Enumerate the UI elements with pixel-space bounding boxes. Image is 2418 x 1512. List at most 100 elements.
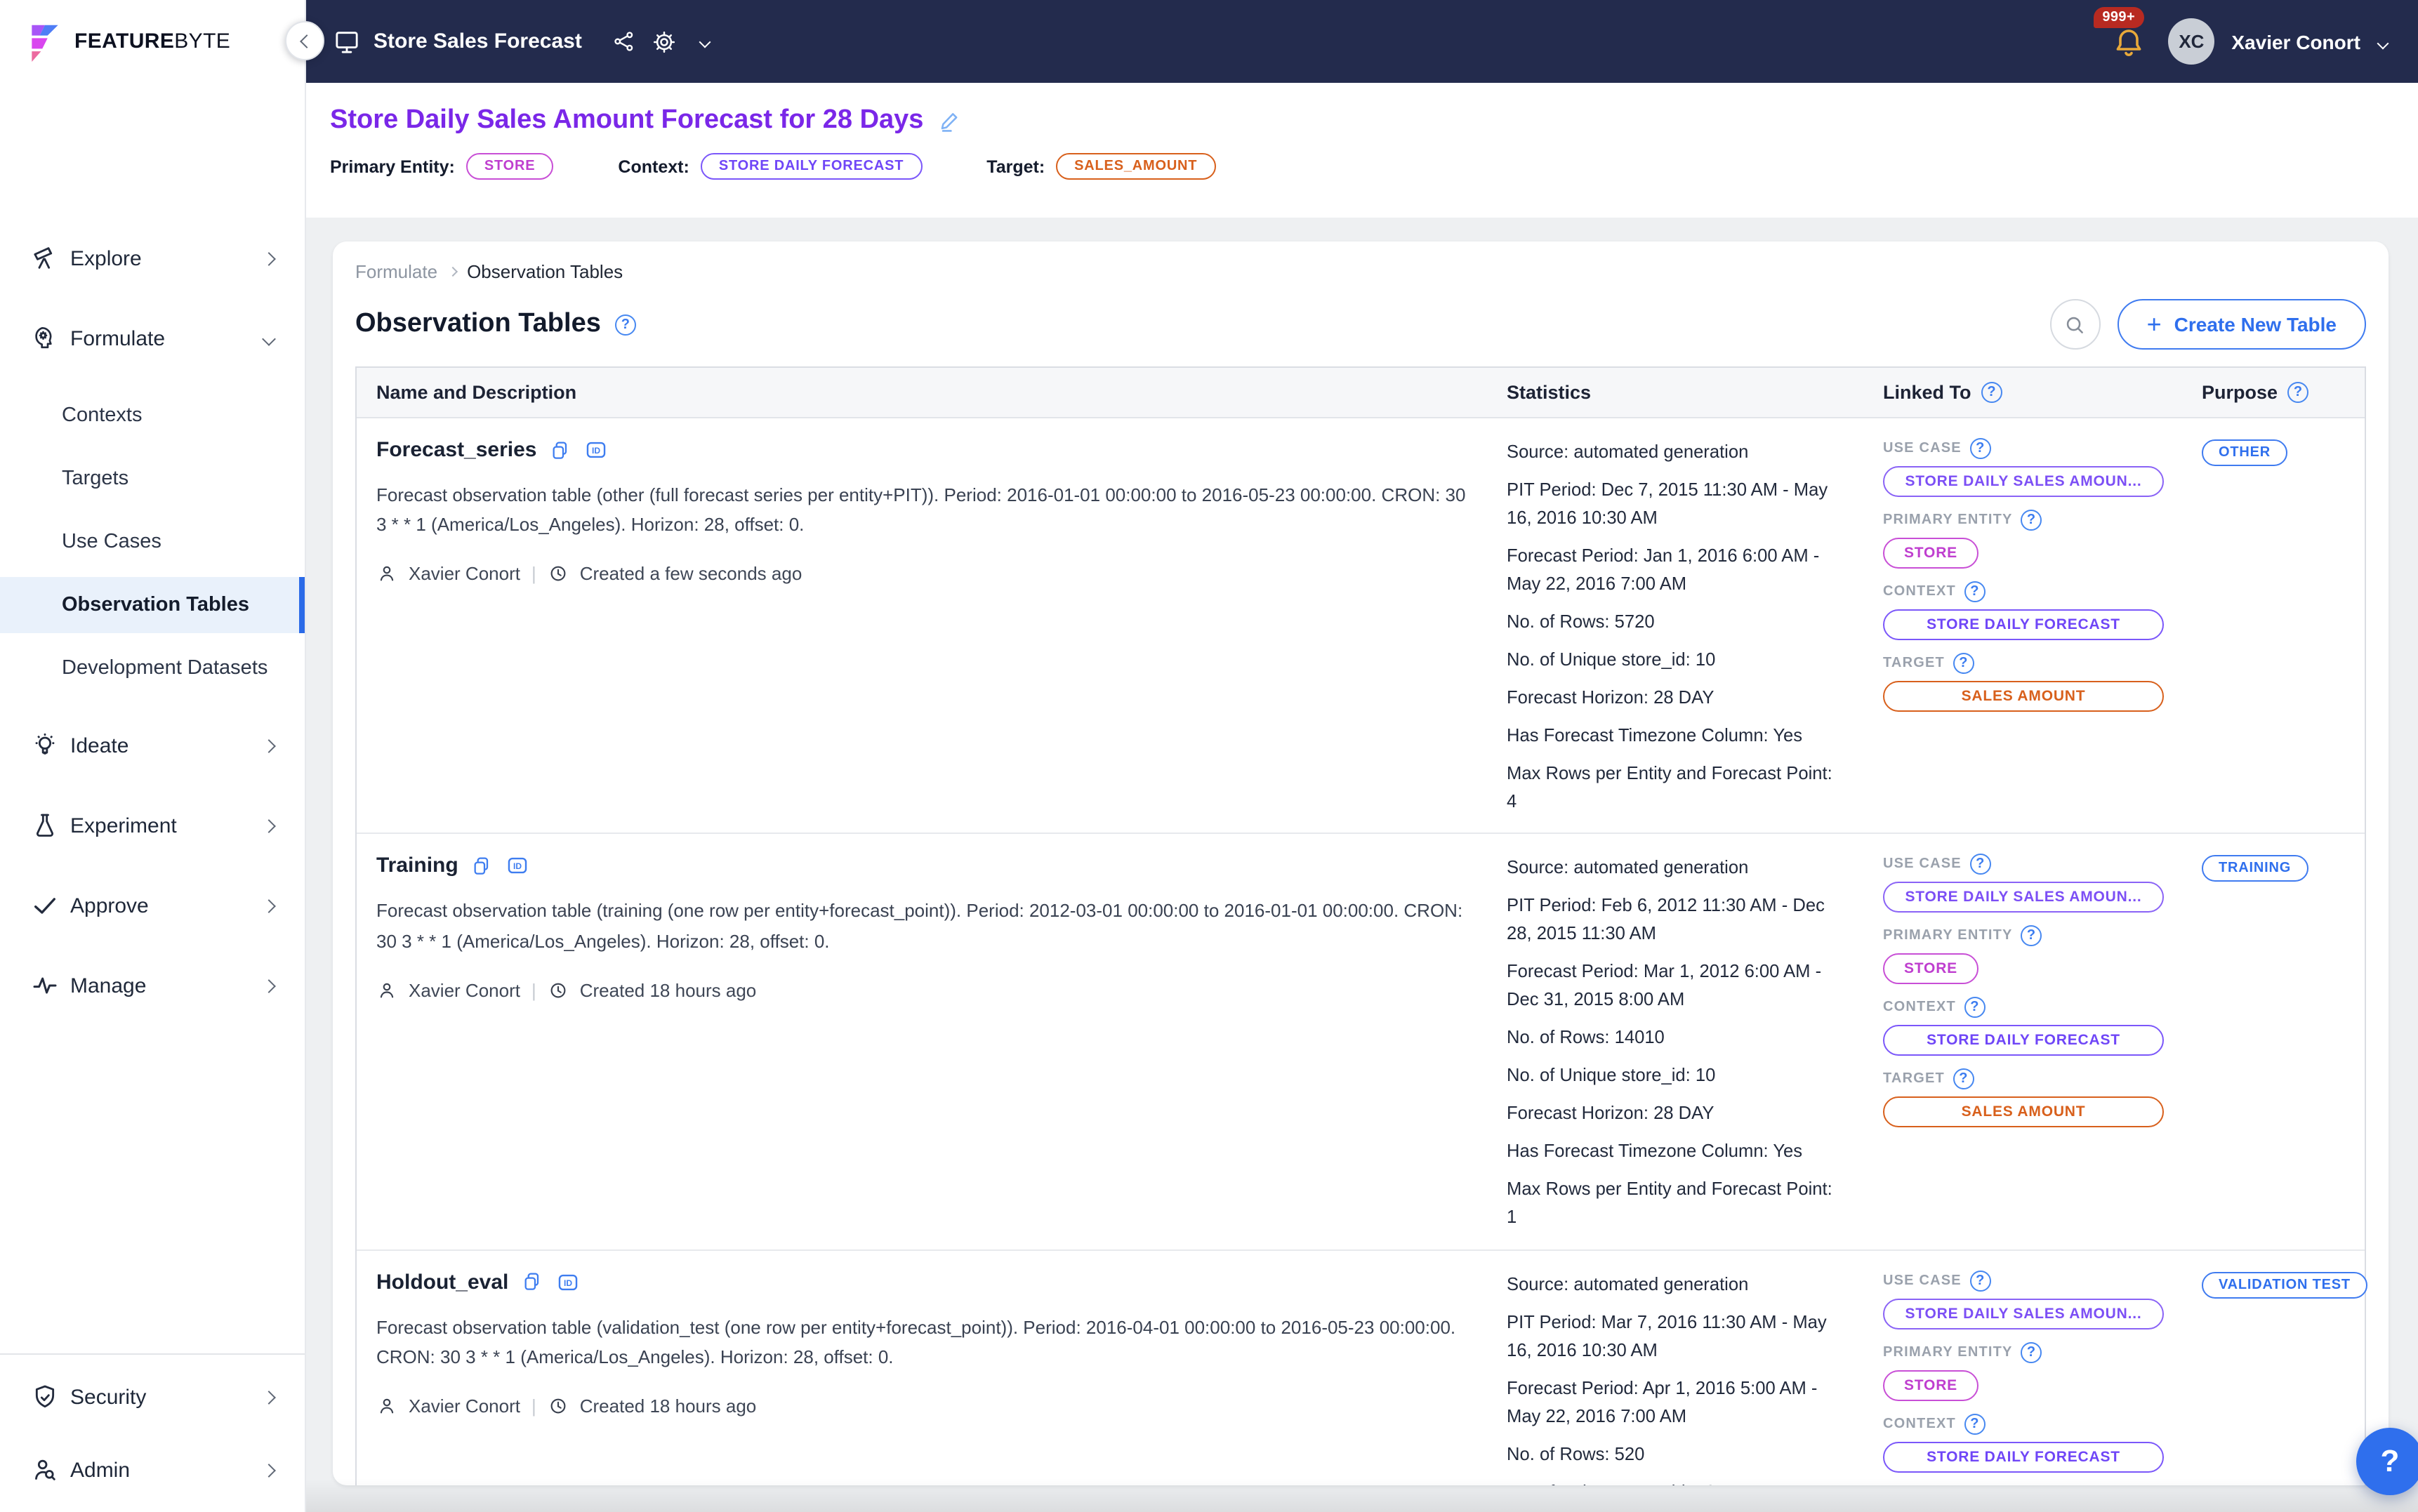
purpose-cell: TRAINING — [2186, 854, 2365, 1241]
sidebar-item-security[interactable]: Security — [0, 1366, 305, 1428]
search-button[interactable] — [2049, 299, 2101, 350]
target-badge[interactable]: SALES AMOUNT — [1883, 681, 2164, 712]
primary-entity-label: Primary Entity: — [330, 157, 455, 176]
linked-label: CONTEXT — [1883, 1416, 1956, 1432]
entity-meta-row: Primary Entity: STORE Context: STORE DAI… — [330, 153, 2418, 180]
target-badge[interactable]: SALES AMOUNT — [1883, 1096, 2164, 1128]
create-new-table-button[interactable]: Create New Table — [2117, 299, 2366, 350]
context-badge[interactable]: STORE DAILY FORECAST — [1883, 609, 2164, 640]
sidebar-item-formulate[interactable]: Formulate — [0, 307, 305, 369]
sidebar-item-label: Contexts — [62, 404, 143, 427]
linked-context-group: CONTEXT STORE DAILY FORECAST — [1883, 581, 2167, 640]
page-header-section: Store Daily Sales Amount Forecast for 28… — [306, 83, 2418, 218]
primary-entity-badge[interactable]: STORE — [1883, 953, 1978, 985]
breadcrumb-parent[interactable]: Formulate — [355, 261, 438, 282]
row-owner: Xavier Conort — [409, 979, 520, 1001]
context-label: Context: — [618, 157, 689, 176]
share-icon[interactable] — [612, 29, 637, 54]
help-icon[interactable] — [1981, 382, 2002, 403]
linked-use-case-group: USE CASE STORE DAILY SALES AMOUN... — [1883, 438, 2167, 497]
primary-entity-badge[interactable]: STORE — [1883, 1370, 1978, 1401]
edit-title-icon[interactable] — [937, 109, 961, 133]
user-menu-chevron[interactable] — [2377, 29, 2389, 54]
sidebar-item-admin[interactable]: Admin — [0, 1439, 305, 1501]
project-name[interactable]: Store Sales Forecast — [374, 29, 582, 53]
help-icon[interactable] — [2021, 925, 2042, 947]
context-badge[interactable]: STORE DAILY FORECAST — [1883, 1025, 2164, 1056]
help-icon[interactable] — [2021, 510, 2042, 531]
copy-icon[interactable] — [471, 855, 494, 877]
chevron-right-icon — [262, 898, 276, 913]
help-icon[interactable] — [1964, 581, 1986, 602]
gear-icon[interactable] — [652, 29, 678, 54]
purpose-badge: VALIDATION TEST — [2202, 1271, 2367, 1299]
sidebar-item-ideate[interactable]: Ideate — [0, 715, 305, 776]
primary-entity-badge[interactable]: STORE — [1883, 538, 1978, 569]
help-icon[interactable] — [1964, 997, 1986, 1019]
help-icon[interactable] — [1953, 653, 1974, 674]
primary-entity-badge[interactable]: STORE — [465, 153, 554, 180]
copy-icon[interactable] — [521, 1271, 543, 1294]
sidebar-item-manage[interactable]: Manage — [0, 955, 305, 1016]
main-area: Store Sales Forecast 999+ — [306, 0, 2418, 1512]
sidebar-bottom-section: Security Admin — [0, 1353, 305, 1512]
sidebar-collapse-button[interactable] — [285, 21, 324, 60]
help-icon[interactable] — [1969, 438, 1991, 459]
context-badge[interactable]: STORE DAILY FORECAST — [1883, 1441, 2164, 1473]
clock-icon — [548, 979, 569, 1000]
help-fab-button[interactable] — [2356, 1428, 2418, 1495]
sidebar-item-explore[interactable]: Explore — [0, 227, 305, 289]
use-case-badge[interactable]: STORE DAILY SALES AMOUN... — [1883, 882, 2164, 913]
top-navigation-bar: Store Sales Forecast 999+ — [306, 0, 2418, 83]
avatar[interactable]: XC — [2168, 18, 2215, 65]
copy-icon[interactable] — [550, 439, 572, 461]
stat-line: Forecast Period: Apr 1, 2016 5:00 AM - M… — [1507, 1377, 1818, 1426]
sidebar-item-contexts[interactable]: Contexts — [0, 387, 305, 444]
help-icon[interactable] — [2287, 382, 2309, 403]
sidebar-item-targets[interactable]: Targets — [0, 451, 305, 507]
stat-line: Forecast Horizon: 28 DAY — [1507, 686, 1715, 708]
brand-logo[interactable]: FEATUREBYTE — [0, 0, 305, 83]
help-icon[interactable] — [614, 314, 636, 335]
notifications-button[interactable]: 999+ — [2094, 6, 2146, 58]
help-icon[interactable] — [1969, 854, 1991, 875]
sidebar-item-observation-tables[interactable]: Observation Tables — [0, 577, 305, 633]
sidebar-item-approve[interactable]: Approve — [0, 875, 305, 936]
linked-label: USE CASE — [1883, 1273, 1962, 1289]
chevron-left-icon — [300, 34, 314, 48]
help-icon[interactable] — [2021, 1341, 2042, 1363]
use-case-badge[interactable]: STORE DAILY SALES AMOUN... — [1883, 1298, 2164, 1329]
row-name: Holdout_eval ID — [376, 1271, 1467, 1294]
context-badge[interactable]: STORE DAILY FORECAST — [700, 153, 923, 180]
table-row[interactable]: Training ID Forecast observation table (… — [357, 833, 2365, 1249]
linked-label: PRIMARY ENTITY — [1883, 1344, 2013, 1360]
sidebar-item-experiment[interactable]: Experiment — [0, 795, 305, 856]
id-icon[interactable]: ID — [585, 438, 609, 462]
linked-to-cell: USE CASE STORE DAILY SALES AMOUN... PRIM… — [1863, 438, 2186, 825]
table-row[interactable]: Holdout_eval ID Forecast observation tab… — [357, 1249, 2367, 1485]
stat-line: No. of Rows: 5720 — [1507, 610, 1655, 632]
row-name: Forecast_series ID — [376, 438, 1467, 462]
help-icon[interactable] — [1964, 1413, 1986, 1435]
project-menu-chevron[interactable] — [693, 29, 718, 54]
user-name: Xavier Conort — [2231, 30, 2360, 53]
page-title: Store Daily Sales Amount Forecast for 28… — [330, 105, 2418, 136]
table-row[interactable]: Forecast_series ID Forecast observation … — [357, 418, 2365, 833]
sidebar-item-use-cases[interactable]: Use Cases — [0, 514, 305, 570]
id-icon[interactable]: ID — [506, 854, 530, 878]
row-created: Created a few seconds ago — [579, 563, 802, 585]
use-case-badge[interactable]: STORE DAILY SALES AMOUN... — [1883, 466, 2164, 497]
help-icon[interactable] — [1953, 1068, 1974, 1090]
name-cell: Holdout_eval ID Forecast observation tab… — [357, 1271, 1487, 1485]
row-created: Created 18 hours ago — [579, 979, 757, 1001]
bell-icon — [2112, 25, 2146, 58]
id-icon[interactable]: ID — [556, 1271, 580, 1294]
help-icon[interactable] — [1969, 1270, 1991, 1292]
linked-context-group: CONTEXT STORE DAILY FORECAST — [1883, 1413, 2167, 1473]
sidebar-item-label: Explore — [70, 246, 142, 270]
sidebar-item-development-datasets[interactable]: Development Datasets — [0, 640, 305, 696]
target-badge[interactable]: SALES_AMOUNT — [1056, 153, 1216, 180]
svg-text:ID: ID — [564, 1278, 572, 1288]
plus-icon — [2147, 312, 2162, 337]
